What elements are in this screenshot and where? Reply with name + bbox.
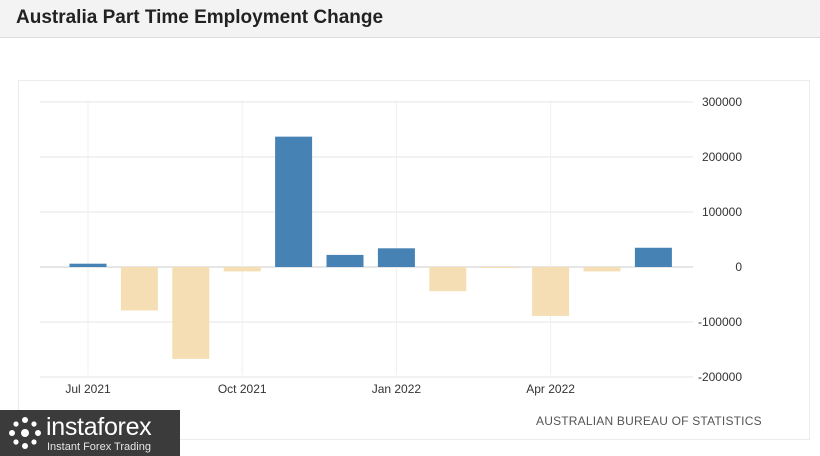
bar-aug-2021 xyxy=(120,267,158,311)
x-tick-label: Jan 2022 xyxy=(372,382,422,396)
logo-name: instaforex xyxy=(46,413,152,441)
y-tick-label: 100000 xyxy=(702,205,742,219)
x-tick-label: Jul 2021 xyxy=(65,382,111,396)
bar-mar-2022 xyxy=(480,267,518,268)
bar-jun-2022 xyxy=(634,247,672,267)
bar-feb-2022 xyxy=(429,267,467,292)
chart-header: Australia Part Time Employment Change xyxy=(0,0,820,38)
bar-may-2022 xyxy=(583,267,621,272)
x-tick-label: Apr 2022 xyxy=(526,382,575,396)
bar-apr-2022 xyxy=(532,267,570,316)
bar-nov-2021 xyxy=(275,136,313,267)
bar-jan-2022 xyxy=(377,248,415,267)
y-tick-label: 200000 xyxy=(702,150,742,164)
page-title: Australia Part Time Employment Change xyxy=(16,7,384,28)
y-tick-label: 300000 xyxy=(702,95,742,109)
y-tick-label: -100000 xyxy=(698,315,742,329)
bar-oct-2021 xyxy=(223,267,261,272)
instaforex-logo: instaforex Instant Forex Trading xyxy=(0,410,180,456)
x-tick-label: Oct 2021 xyxy=(218,382,267,396)
y-tick-label: -200000 xyxy=(698,370,742,384)
bar-dec-2021 xyxy=(326,254,364,267)
bar-sep-2021 xyxy=(172,267,210,359)
y-tick-label: 0 xyxy=(735,260,742,274)
source-label: AUSTRALIAN BUREAU OF STATISTICS xyxy=(536,414,762,428)
logo-tagline: Instant Forex Trading xyxy=(47,441,151,453)
bar-jul-2021 xyxy=(69,263,107,267)
instaforex-star-icon xyxy=(9,417,41,449)
